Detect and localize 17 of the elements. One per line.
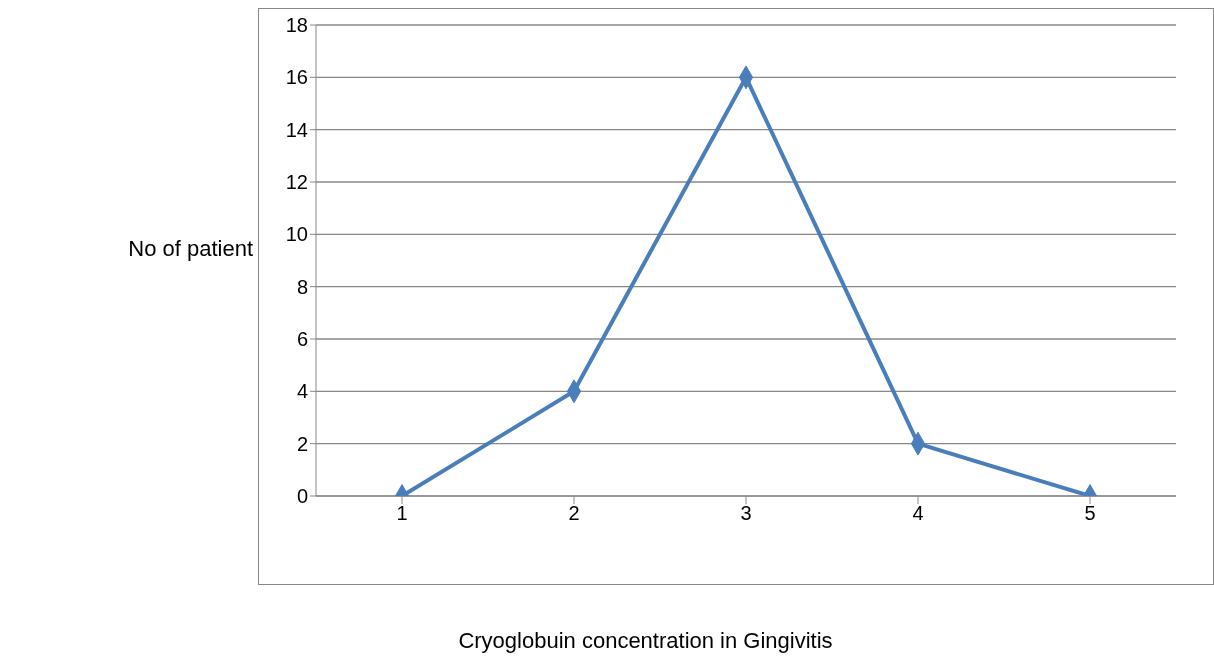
y-tick-label: 14 bbox=[285, 118, 308, 141]
y-tick-label: 12 bbox=[285, 171, 308, 194]
y-tick-label: 16 bbox=[285, 66, 308, 89]
x-tick-label: 3 bbox=[740, 502, 752, 525]
x-tick-label: 4 bbox=[912, 502, 924, 525]
x-tick-label: 5 bbox=[1084, 502, 1096, 525]
y-tick-label: 4 bbox=[296, 380, 308, 403]
y-tick-label: 6 bbox=[296, 328, 308, 351]
x-tick-label: 2 bbox=[568, 502, 580, 525]
y-tick-label: 10 bbox=[285, 223, 308, 246]
y-tick-label: 8 bbox=[296, 275, 308, 298]
y-tick-label: 0 bbox=[296, 485, 308, 508]
y-axis-title: No of patient bbox=[128, 236, 253, 262]
y-tick-label: 18 bbox=[285, 14, 308, 37]
y-tick-label: 2 bbox=[296, 432, 308, 455]
x-tick-label: 1 bbox=[396, 502, 408, 525]
x-axis-title: Cryoglobuin concentration in Gingivitis bbox=[457, 628, 834, 654]
